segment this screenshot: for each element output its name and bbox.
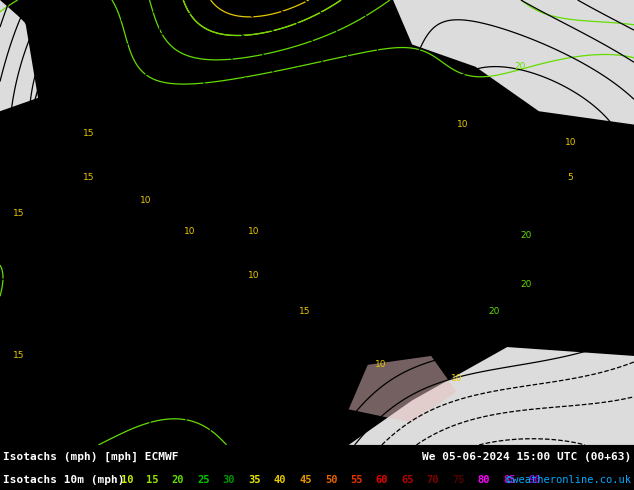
Text: 70: 70 (427, 475, 439, 485)
Text: 10: 10 (248, 271, 259, 280)
Text: 85: 85 (503, 475, 515, 485)
Text: We 05-06-2024 15:00 UTC (00+63): We 05-06-2024 15:00 UTC (00+63) (422, 452, 631, 462)
Text: 1010: 1010 (153, 26, 177, 36)
Text: 40: 40 (274, 475, 286, 485)
Text: 65: 65 (401, 475, 414, 485)
Text: 20: 20 (514, 62, 526, 71)
Text: 1005: 1005 (403, 235, 427, 245)
Text: 20: 20 (521, 231, 532, 240)
Text: 80: 80 (478, 475, 490, 485)
Text: 10: 10 (140, 196, 152, 205)
Text: 15: 15 (299, 307, 310, 316)
Text: 30: 30 (223, 475, 235, 485)
Text: 50: 50 (325, 475, 337, 485)
Polygon shape (349, 347, 634, 445)
Text: 10: 10 (248, 227, 259, 236)
Polygon shape (393, 0, 634, 124)
Text: 1005: 1005 (22, 401, 47, 411)
Polygon shape (349, 356, 456, 423)
Text: 10: 10 (184, 227, 196, 236)
Text: 10: 10 (451, 374, 462, 383)
Text: 15: 15 (146, 475, 158, 485)
Text: 15: 15 (13, 351, 25, 361)
Text: 15: 15 (13, 209, 25, 218)
Text: 55: 55 (350, 475, 363, 485)
Text: Isotachs (mph) [mph] ECMWF: Isotachs (mph) [mph] ECMWF (3, 452, 179, 462)
Text: 10: 10 (375, 360, 386, 369)
Text: 75: 75 (452, 475, 465, 485)
Text: 90: 90 (529, 475, 541, 485)
Text: 1010: 1010 (406, 182, 430, 192)
Text: 1000: 1000 (359, 189, 383, 198)
Text: ©weatheronline.co.uk: ©weatheronline.co.uk (506, 475, 631, 485)
Text: Isotachs 10m (mph): Isotachs 10m (mph) (3, 475, 124, 485)
Text: 20: 20 (521, 280, 532, 289)
Text: 45: 45 (299, 475, 312, 485)
Polygon shape (0, 0, 38, 111)
Text: 10: 10 (565, 138, 576, 147)
Text: 15: 15 (83, 173, 94, 182)
Text: 20: 20 (172, 475, 184, 485)
Text: 25: 25 (197, 475, 210, 485)
Text: 15: 15 (83, 129, 94, 138)
Text: 20: 20 (489, 307, 500, 316)
Text: 10: 10 (120, 475, 133, 485)
Text: 5: 5 (567, 173, 574, 182)
Text: 35: 35 (249, 475, 261, 485)
Text: 60: 60 (376, 475, 388, 485)
Text: 10: 10 (457, 120, 469, 129)
